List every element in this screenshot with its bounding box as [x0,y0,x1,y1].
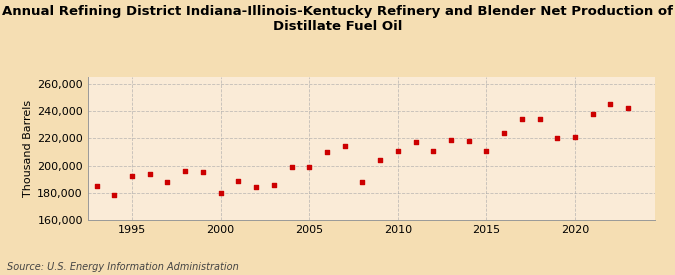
Point [463,139,474,143]
Y-axis label: Thousand Barrels: Thousand Barrels [23,100,33,197]
Point [499,131,510,135]
Point [481,148,492,153]
Point [534,117,545,122]
Point [446,138,456,142]
Point [144,172,155,176]
Point [410,140,421,145]
Text: Source: U.S. Energy Information Administration: Source: U.S. Energy Information Administ… [7,262,238,272]
Point [605,102,616,106]
Point [198,170,209,175]
Point [428,148,439,153]
Point [250,185,261,189]
Point [91,184,102,188]
Point [286,165,297,169]
Point [392,148,403,153]
Point [357,180,368,184]
Point [321,150,332,154]
Point [516,117,527,122]
Text: Annual Refining District Indiana-Illinois-Kentucky Refinery and Blender Net Prod: Annual Refining District Indiana-Illinoi… [2,6,673,34]
Point [127,174,138,179]
Point [375,158,385,162]
Point [304,165,315,169]
Point [215,191,226,195]
Point [180,169,190,173]
Point [233,178,244,183]
Point [109,193,119,198]
Point [269,182,279,187]
Point [552,136,563,141]
Point [587,112,598,116]
Point [162,180,173,184]
Point [340,144,350,149]
Point [623,106,634,111]
Point [570,135,580,139]
